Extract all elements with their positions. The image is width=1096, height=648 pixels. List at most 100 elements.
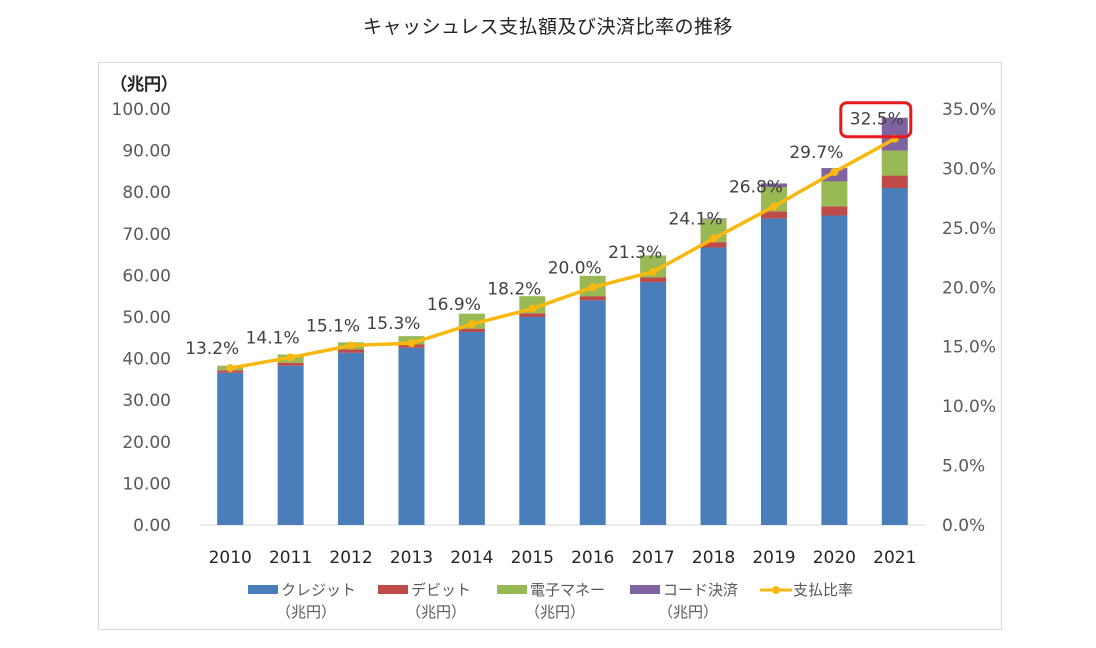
- y-tick-label: 30.00: [122, 391, 171, 411]
- y-tick-label: 60.00: [122, 266, 171, 286]
- bar-segment: [700, 247, 727, 525]
- y-tick-label: 80.00: [122, 183, 171, 203]
- bar-segment: [881, 175, 908, 189]
- ratio-line: [229, 137, 896, 370]
- y-axis-unit-label: （兆円）: [110, 74, 178, 95]
- ratio-data-label: 16.9%: [427, 295, 481, 315]
- legend-label: クレジット: [281, 581, 356, 599]
- bar-segment: [821, 215, 848, 525]
- legend-swatch-marker: [772, 586, 780, 594]
- legend-swatch: [497, 585, 527, 594]
- ratio-point: [588, 283, 597, 292]
- legend-unit: （兆円）: [658, 603, 718, 621]
- bar-segment: [519, 313, 546, 317]
- bar-segment: [519, 317, 546, 525]
- ratio-data-label: 24.1%: [669, 210, 723, 230]
- ratio-point: [226, 364, 235, 373]
- bar-segment: [398, 347, 425, 525]
- bar-segment: [760, 211, 787, 219]
- bar-segment: [640, 282, 667, 525]
- x-tick-label: 2021: [873, 548, 916, 568]
- legend-label: コード決済: [663, 581, 738, 599]
- ratio-data-label: 13.2%: [185, 339, 239, 359]
- y2-tick-label: 15.0%: [942, 338, 996, 358]
- bar-segment: [458, 328, 485, 332]
- ratio-data-label: 20.0%: [548, 258, 602, 278]
- legend-swatch: [378, 585, 408, 594]
- bar-segment: [579, 296, 606, 301]
- ratio-point: [769, 202, 778, 211]
- legend-swatch: [248, 585, 278, 594]
- x-tick-label: 2016: [571, 548, 614, 568]
- y-tick-label: 50.00: [122, 308, 171, 328]
- legend-label: デビット: [411, 581, 471, 599]
- ratio-data-label: 15.1%: [306, 317, 360, 337]
- legend-swatch: [630, 585, 660, 594]
- x-tick-label: 2020: [813, 548, 856, 568]
- x-tick-label: 2010: [209, 548, 252, 568]
- legend-unit: （兆円）: [276, 603, 336, 621]
- ratio-point: [709, 234, 718, 243]
- ratio-data-label: 15.3%: [366, 314, 420, 334]
- bar-segment: [277, 365, 304, 525]
- x-tick-label: 2014: [450, 548, 493, 568]
- ratio-data-label: 26.8%: [729, 177, 783, 197]
- bar-segment: [338, 352, 365, 525]
- y2-tick-label: 5.0%: [942, 457, 985, 477]
- x-tick-label: 2015: [511, 548, 554, 568]
- bar-segment: [217, 372, 244, 525]
- chart-frame: [98, 62, 1002, 630]
- ratio-data-label: 18.2%: [487, 280, 541, 300]
- y2-tick-label: 30.0%: [942, 159, 996, 179]
- ratio-point: [649, 267, 658, 276]
- bar-segment: [338, 349, 365, 353]
- bar-segment: [821, 206, 848, 216]
- legend-unit: （兆円）: [525, 603, 585, 621]
- highlight-box: [839, 101, 913, 139]
- ratio-point: [830, 167, 839, 176]
- y2-tick-label: 35.0%: [942, 100, 996, 120]
- bar-segment: [821, 181, 848, 207]
- bar-segment: [881, 150, 908, 176]
- ratio-data-label: 32.5%: [850, 110, 904, 130]
- bar-segment: [277, 362, 304, 366]
- y2-tick-label: 0.0%: [942, 516, 985, 536]
- bar-segment: [881, 188, 908, 526]
- ratio-point: [286, 353, 295, 362]
- bar-segment: [640, 277, 667, 283]
- ratio-data-label: 21.3%: [608, 243, 662, 263]
- bar-segment: [700, 218, 727, 220]
- bar-segment: [700, 242, 727, 248]
- y-tick-label: 100.00: [112, 100, 171, 120]
- y2-tick-label: 25.0%: [942, 219, 996, 239]
- bar-segment: [760, 183, 787, 188]
- ratio-data-label: 29.7%: [789, 143, 843, 163]
- x-tick-label: 2011: [269, 548, 312, 568]
- ratio-data-label: 14.1%: [246, 328, 300, 348]
- y-tick-label: 70.00: [122, 225, 171, 245]
- y-tick-label: 90.00: [122, 142, 171, 162]
- y-tick-label: 20.00: [122, 433, 171, 453]
- ratio-point: [407, 339, 416, 348]
- x-tick-label: 2012: [329, 548, 372, 568]
- x-tick-label: 2017: [631, 548, 674, 568]
- ratio-point: [467, 320, 476, 329]
- x-tick-label: 2018: [692, 548, 735, 568]
- ratio-point: [347, 341, 356, 350]
- bar-segment: [579, 300, 606, 525]
- y2-tick-label: 20.0%: [942, 278, 996, 298]
- legend-label: 支払比率: [793, 581, 853, 599]
- y-tick-label: 0.00: [133, 516, 171, 536]
- x-tick-label: 2019: [752, 548, 795, 568]
- y2-tick-label: 10.0%: [942, 397, 996, 417]
- bar-segment: [760, 218, 787, 525]
- y-tick-label: 40.00: [122, 350, 171, 370]
- bar-segment: [458, 331, 485, 525]
- chart-title: キャッシュレス支払額及び決済比率の推移: [362, 16, 734, 38]
- legend-label: 電子マネー: [530, 581, 605, 599]
- y-tick-label: 10.00: [122, 474, 171, 494]
- legend-unit: （兆円）: [406, 603, 466, 621]
- ratio-point: [528, 304, 537, 313]
- x-tick-label: 2013: [390, 548, 433, 568]
